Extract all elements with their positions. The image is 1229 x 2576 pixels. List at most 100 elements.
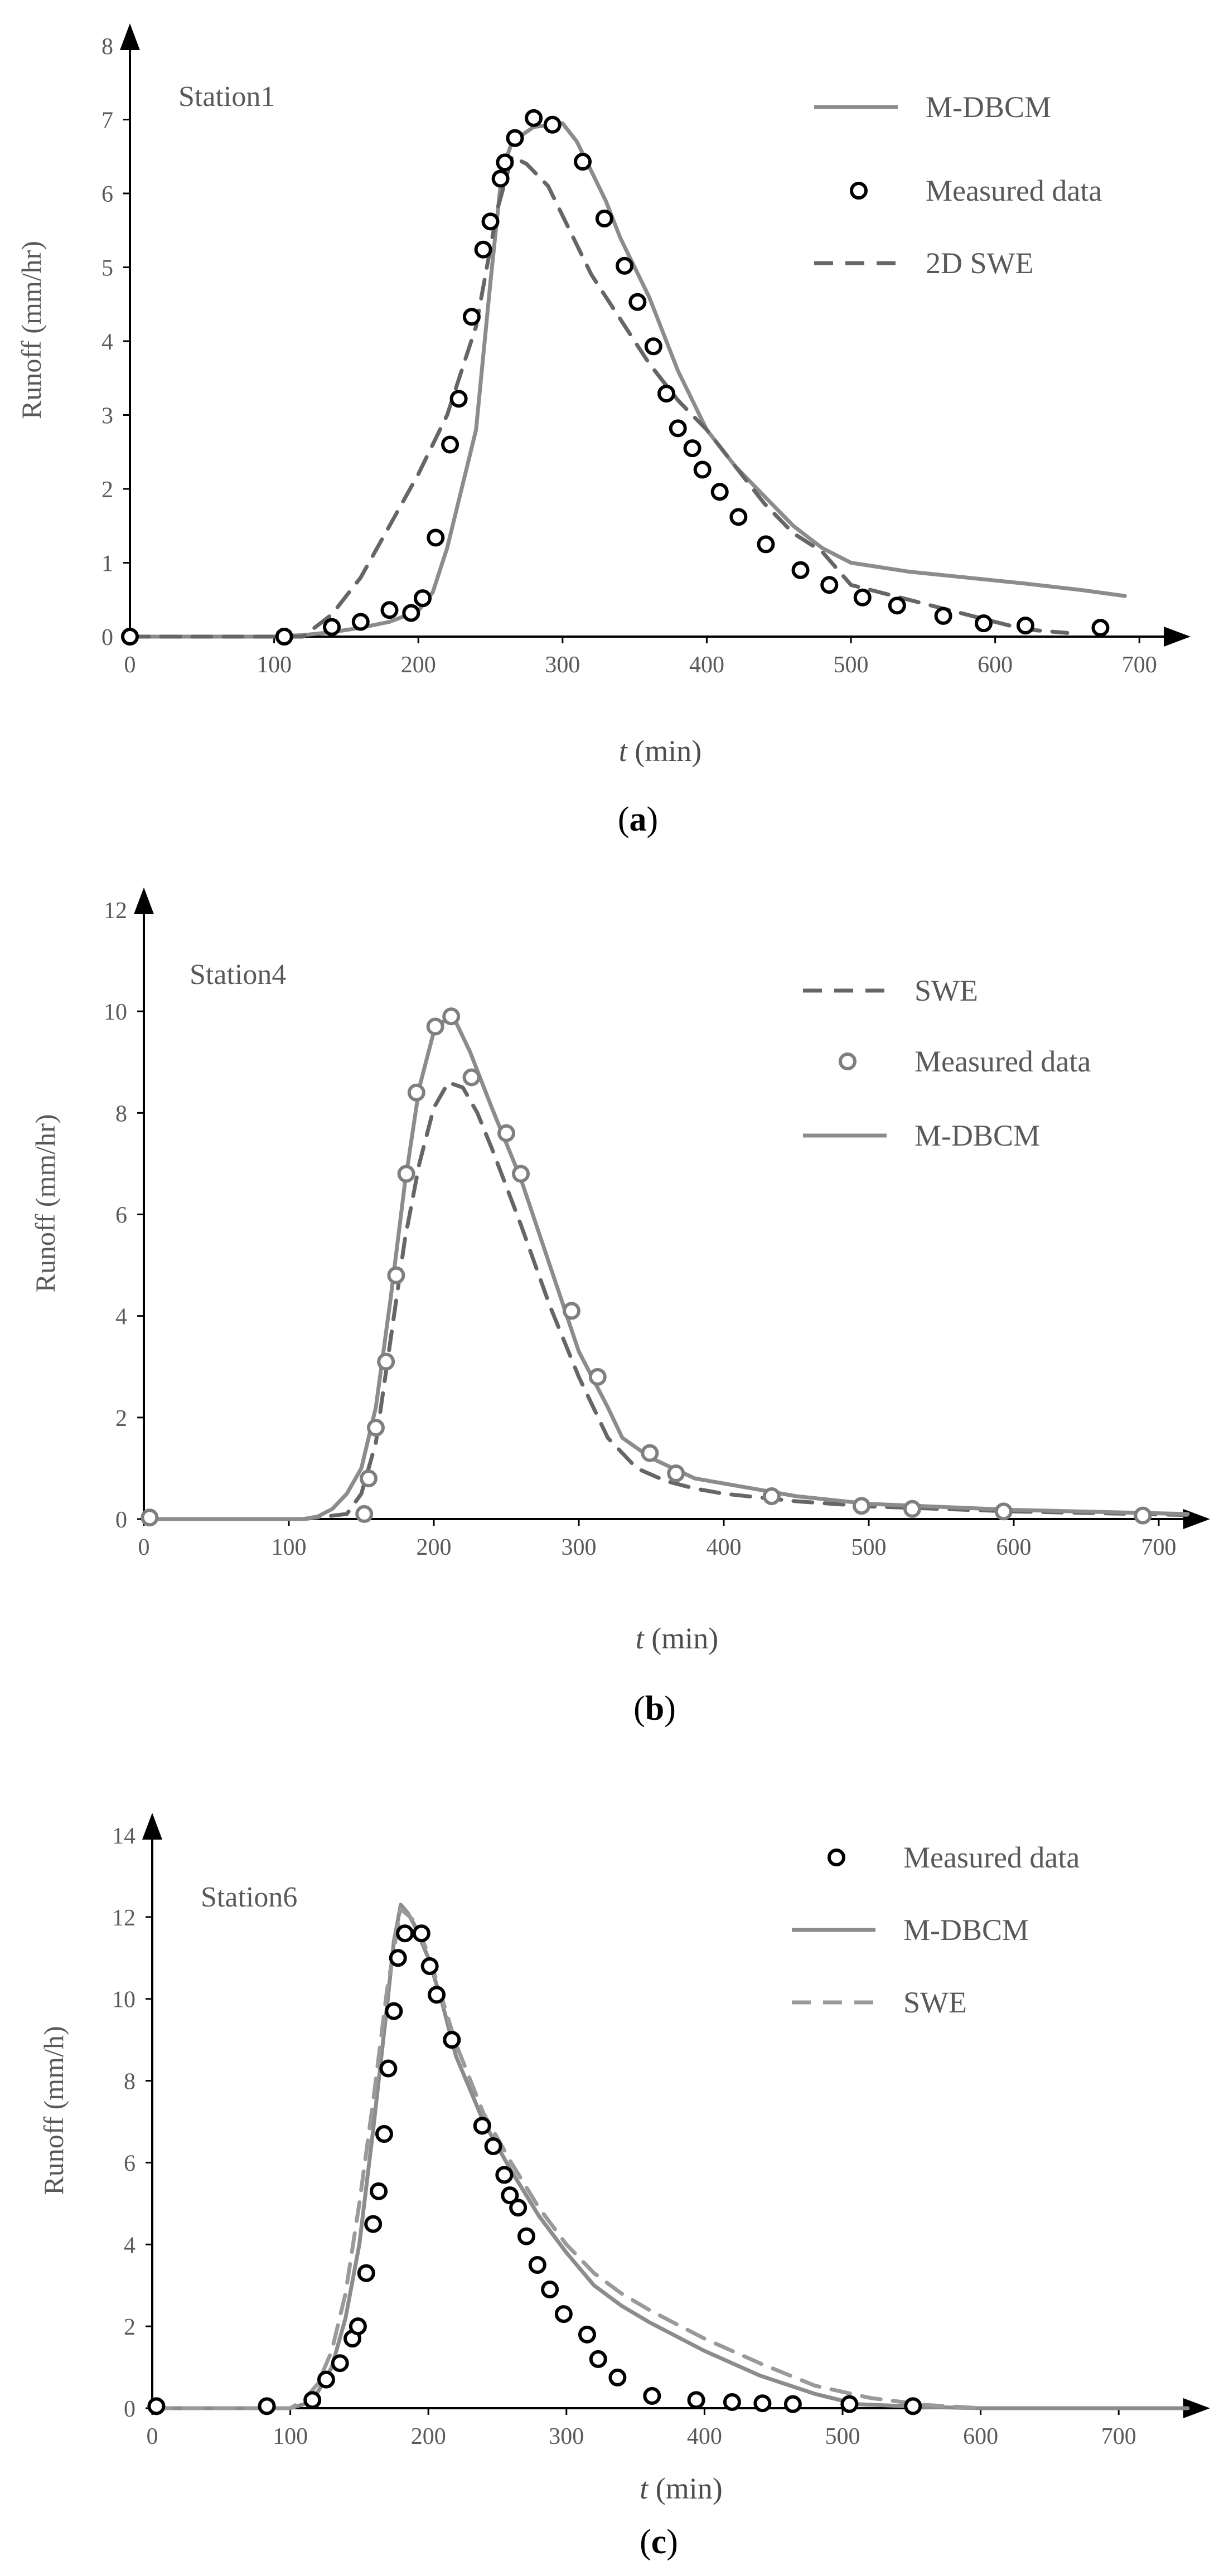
measured-point bbox=[441, 435, 459, 454]
measured-point bbox=[589, 2350, 607, 2368]
x-tick-label: 0 bbox=[138, 1535, 150, 1560]
legend-label: M-DBCM bbox=[903, 1913, 1029, 1947]
y-tick-label: 12 bbox=[104, 898, 127, 924]
measured-point bbox=[506, 129, 524, 147]
measured-point bbox=[528, 2256, 546, 2274]
measured-point bbox=[402, 604, 420, 622]
caption-letter: c bbox=[651, 2523, 667, 2561]
measured-point bbox=[574, 153, 592, 171]
measured-point bbox=[1091, 619, 1110, 637]
x-tick-label: 500 bbox=[834, 652, 869, 678]
x-tick-label: 400 bbox=[687, 2424, 722, 2449]
measured-point bbox=[595, 210, 613, 228]
y-tick-label: 6 bbox=[101, 182, 113, 207]
x-tick-label: 0 bbox=[147, 2424, 158, 2449]
y-tick-label: 2 bbox=[115, 1406, 127, 1432]
measured-point bbox=[357, 2264, 375, 2282]
measured-point bbox=[323, 618, 341, 636]
measured-point bbox=[364, 2215, 383, 2233]
measured-point bbox=[484, 2137, 502, 2156]
measured-point bbox=[934, 607, 952, 625]
chart-panel-a: 0 100 200 300 400 500 600 700 0 1 2 3 4 5 6 7 8 Runoff (m… bbox=[16, 23, 1191, 838]
measured-point bbox=[385, 2002, 403, 2020]
x-tick-label: 0 bbox=[124, 652, 136, 678]
y-tick-label: 14 bbox=[112, 1823, 136, 1849]
measured-point bbox=[820, 576, 839, 594]
measured-point bbox=[641, 1444, 659, 1462]
panel-caption: (a) bbox=[618, 801, 658, 838]
y-axis-label: Runoff (mm/hr) bbox=[30, 1114, 61, 1293]
x-axis-label-unit: (min) bbox=[648, 2472, 722, 2505]
measured-point bbox=[840, 2395, 859, 2413]
legend-label: Measured data bbox=[915, 1045, 1091, 1078]
x-axis-arrow bbox=[1183, 1509, 1210, 1529]
x-axis-label-unit: (min) bbox=[627, 734, 701, 768]
x-axis-arrow bbox=[1164, 627, 1191, 647]
measured-point bbox=[710, 483, 729, 501]
station-label: Station4 bbox=[190, 959, 286, 991]
chart-panel-b: 0 100 200 300 400 500 600 700 0 2 4 6 8 10 12 Runoff (m… bbox=[30, 887, 1210, 1728]
measured-point bbox=[974, 614, 993, 633]
measured-point bbox=[387, 1266, 405, 1284]
measured-point bbox=[375, 2125, 393, 2143]
measured-point bbox=[370, 2182, 388, 2200]
legend-label: M-DBCM bbox=[915, 1119, 1040, 1152]
chart-panel-c: 0 100 200 300 400 500 600 700 0 2 4 6 8 10 12 14 Runoff … bbox=[38, 1813, 1210, 2561]
x-tick-label: 500 bbox=[825, 2424, 860, 2449]
x-axis-label-variable: t bbox=[640, 2472, 649, 2505]
measured-point bbox=[683, 439, 701, 458]
legend-label: SWE bbox=[903, 1986, 967, 2019]
measured-point bbox=[669, 419, 687, 438]
measured-point bbox=[497, 1124, 515, 1142]
x-tick-label: 200 bbox=[411, 2424, 446, 2449]
y-tick-label: 6 bbox=[115, 1203, 127, 1229]
measured-point bbox=[443, 2031, 461, 2049]
y-tick-label: 6 bbox=[124, 2151, 136, 2176]
measured-point bbox=[628, 293, 647, 311]
x-tick-label: 100 bbox=[273, 2424, 308, 2449]
y-tick-label: 8 bbox=[124, 2069, 136, 2095]
measured-point bbox=[380, 601, 399, 619]
x-tick-label: 700 bbox=[1122, 652, 1157, 678]
measured-point bbox=[762, 1487, 781, 1506]
x-tick-label: 200 bbox=[417, 1535, 452, 1560]
y-tick-label: 10 bbox=[104, 1000, 127, 1025]
x-tick-label: 500 bbox=[851, 1535, 887, 1560]
x-tick-label: 300 bbox=[549, 2424, 584, 2449]
x-axis-label: t (min) bbox=[636, 1622, 719, 1655]
x-tick-label: 700 bbox=[1101, 2424, 1136, 2449]
measured-point bbox=[616, 256, 634, 275]
measured-point bbox=[903, 1500, 921, 1518]
measured-point bbox=[563, 1302, 580, 1320]
y-tick-label: 10 bbox=[112, 1987, 136, 2013]
y-tick-label: 7 bbox=[101, 108, 113, 134]
measured-point bbox=[517, 2227, 535, 2245]
measured-point bbox=[442, 1007, 461, 1026]
legend-marker bbox=[828, 1849, 845, 1866]
measured-point bbox=[360, 1469, 378, 1488]
caption-open-paren: ( bbox=[640, 2523, 651, 2561]
caption-close-paren: ) bbox=[647, 801, 659, 838]
x-tick-label: 400 bbox=[689, 652, 724, 678]
measured-point bbox=[554, 2305, 573, 2323]
y-tick-label: 3 bbox=[101, 404, 113, 429]
measured-point bbox=[473, 2117, 491, 2135]
caption-letter: b bbox=[645, 1690, 664, 1728]
legend-label: 2D SWE bbox=[926, 246, 1033, 280]
measured-point bbox=[355, 1505, 374, 1523]
measured-point bbox=[413, 589, 432, 608]
x-tick-label: 200 bbox=[401, 652, 436, 678]
measured-point bbox=[147, 2397, 166, 2415]
y-tick-label: 4 bbox=[101, 329, 113, 355]
measured-point bbox=[349, 2317, 367, 2336]
y-tick-label: 12 bbox=[112, 1905, 136, 1931]
measured-point bbox=[449, 390, 468, 408]
measured-point bbox=[509, 2199, 528, 2217]
y-tick-label: 5 bbox=[101, 256, 113, 282]
y-tick-label: 1 bbox=[101, 551, 113, 577]
y-tick-label: 0 bbox=[115, 1507, 127, 1533]
measured-point bbox=[331, 2354, 349, 2373]
x-axis-label-variable: t bbox=[619, 734, 628, 768]
series-line-m-dbcm bbox=[142, 1014, 1190, 1521]
station-label: Station1 bbox=[178, 81, 275, 113]
